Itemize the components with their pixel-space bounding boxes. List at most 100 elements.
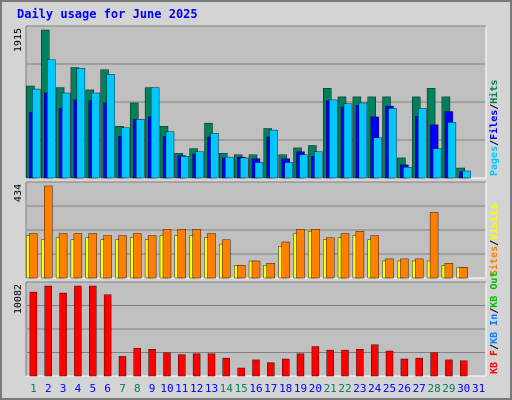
bar-kb-f-day-21: [326, 349, 334, 377]
bar-kb-f-day-23: [356, 349, 364, 377]
bar-pages-day-19: [299, 154, 308, 179]
x-tick-label-day-23: 23: [353, 382, 366, 395]
x-tick-label-day-24: 24: [368, 382, 382, 395]
bar-pages-day-29: [447, 122, 457, 179]
x-tick-label-day-1: 1: [30, 382, 37, 395]
bar-kb-f-day-12: [192, 353, 201, 377]
bar-pages-day-18: [284, 162, 293, 179]
bar-kb-f-day-27: [415, 357, 423, 377]
bar-pages-day-11: [180, 156, 190, 179]
bar-kb-f-day-3: [59, 292, 67, 377]
bar-kb-f-day-28: [430, 352, 438, 377]
legend-entry: /: [489, 104, 500, 110]
y-max-label: 434: [13, 184, 24, 202]
legend-entry: Sites: [488, 246, 500, 276]
bar-pages-day-26: [403, 166, 412, 179]
legend-entry: Visits: [488, 204, 500, 240]
bar-pages-day-8: [136, 119, 145, 179]
bar-kb-f-day-19: [296, 353, 305, 377]
bar-sites-day-1: [29, 233, 38, 279]
x-tick-label-day-10: 10: [160, 382, 173, 395]
x-tick-label-day-26: 26: [398, 382, 411, 395]
bar-kb-f-day-29: [445, 359, 453, 377]
bar-sites-day-5: [88, 233, 98, 279]
x-tick-label-day-25: 25: [383, 382, 396, 395]
bar-sites-day-15: [236, 265, 246, 279]
bar-kb-f-day-8: [133, 348, 142, 377]
x-tick-label-day-19: 19: [294, 382, 307, 395]
bar-pages-day-20: [314, 151, 323, 179]
bar-pages-day-10: [165, 131, 175, 179]
x-tick-label-day-11: 11: [175, 382, 188, 395]
bar-kb-f-day-10: [163, 352, 171, 377]
x-tick-label-day-2: 2: [45, 382, 52, 395]
bar-kb-f-day-9: [148, 349, 156, 377]
x-tick-label-day-6: 6: [104, 382, 111, 395]
x-tick-label-day-30: 30: [457, 382, 470, 395]
x-tick-label-day-21: 21: [324, 382, 337, 395]
bar-pages-day-16: [254, 162, 264, 179]
legend-entry: /: [489, 344, 500, 350]
bar-sites-day-12: [192, 228, 201, 279]
bar-sites-day-30: [459, 267, 468, 279]
bar-kb-f-day-4: [74, 285, 82, 377]
bar-kb-f-day-18: [282, 358, 290, 377]
bar-sites-day-10: [162, 228, 172, 279]
bar-sites-day-13: [207, 233, 216, 279]
x-tick-label-day-14: 14: [220, 382, 234, 395]
bar-sites-day-9: [147, 235, 157, 279]
bar-kb-f-day-6: [103, 294, 112, 377]
bar-kb-f-day-5: [89, 285, 97, 377]
legend-entry: Pages: [489, 146, 500, 176]
bar-sites-day-11: [177, 228, 187, 279]
x-tick-label-day-27: 27: [413, 382, 426, 395]
bar-sites-day-7: [118, 235, 127, 279]
bar-pages-day-6: [106, 74, 115, 179]
bar-pages-day-12: [195, 151, 204, 179]
legend-entry: KB In: [489, 314, 500, 344]
bar-pages-day-15: [239, 157, 249, 179]
bar-sites-day-14: [222, 239, 231, 279]
bar-pages-day-25: [388, 108, 397, 179]
bar-kb-f-day-7: [118, 356, 127, 377]
bar-sites-day-18: [281, 241, 290, 279]
bar-kb-f-day-20: [311, 346, 320, 377]
y-max-label: 1915: [13, 28, 24, 52]
y-max-label: 10082: [13, 284, 24, 314]
legend-kbytes: KB F/KB In/KB Out: [489, 272, 500, 374]
x-tick-label-day-5: 5: [89, 382, 96, 395]
bar-pages-day-9: [150, 87, 160, 179]
legend-entry: KB F: [489, 350, 500, 374]
bar-kb-f-day-26: [400, 358, 409, 377]
bar-pages-day-22: [343, 103, 353, 179]
bar-sites-day-8: [133, 233, 142, 279]
x-tick-label-day-17: 17: [264, 382, 277, 395]
bar-sites-day-22: [340, 233, 350, 279]
x-tick-label-day-16: 16: [249, 382, 262, 395]
legend-entry: /: [489, 140, 500, 146]
bar-kb-f-day-17: [267, 362, 275, 377]
bar-kb-f-day-22: [341, 349, 349, 377]
bar-kb-f-day-24: [371, 344, 379, 377]
bar-pages-day-1: [32, 88, 41, 179]
x-tick-label-day-9: 9: [149, 382, 156, 395]
x-tick-label-day-29: 29: [442, 382, 455, 395]
bar-kb-f-day-30: [460, 360, 468, 377]
bar-kb-f-day-16: [252, 359, 260, 377]
x-tick-label-day-8: 8: [134, 382, 141, 395]
legend-entry: Files: [488, 110, 500, 140]
legend-visits-sites: Sites/Visits: [488, 204, 500, 276]
bar-pages-day-3: [61, 92, 71, 179]
x-tick-label-day-31: 31: [472, 382, 485, 395]
x-tick-label-day-12: 12: [190, 382, 203, 395]
chart-title: Daily usage for June 2025: [17, 7, 198, 21]
bar-pages-day-24: [373, 137, 382, 179]
legend-entry: Hits: [488, 80, 500, 104]
x-tick-label-day-4: 4: [75, 382, 82, 395]
bar-sites-day-28: [429, 212, 439, 279]
bar-sites-day-19: [296, 228, 305, 279]
bar-kb-f-day-14: [222, 357, 231, 377]
bar-kb-f-day-11: [178, 354, 186, 377]
